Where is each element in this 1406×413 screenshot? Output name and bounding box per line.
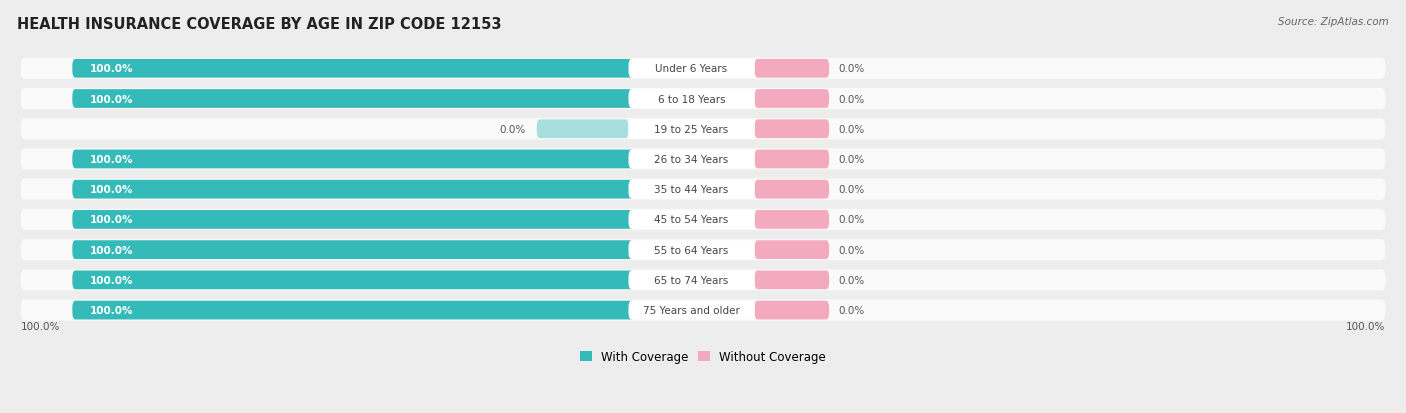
FancyBboxPatch shape bbox=[21, 209, 1385, 230]
FancyBboxPatch shape bbox=[628, 211, 755, 229]
FancyBboxPatch shape bbox=[72, 241, 634, 259]
FancyBboxPatch shape bbox=[21, 179, 1385, 200]
Text: 26 to 34 Years: 26 to 34 Years bbox=[654, 154, 728, 164]
Text: Source: ZipAtlas.com: Source: ZipAtlas.com bbox=[1278, 17, 1389, 26]
Text: 0.0%: 0.0% bbox=[838, 94, 865, 104]
FancyBboxPatch shape bbox=[755, 90, 830, 109]
Text: 6 to 18 Years: 6 to 18 Years bbox=[658, 94, 725, 104]
FancyBboxPatch shape bbox=[21, 149, 1385, 170]
Text: 100.0%: 100.0% bbox=[90, 275, 134, 285]
FancyBboxPatch shape bbox=[755, 271, 830, 290]
FancyBboxPatch shape bbox=[628, 180, 755, 199]
Text: 45 to 54 Years: 45 to 54 Years bbox=[654, 215, 728, 225]
FancyBboxPatch shape bbox=[628, 271, 755, 290]
FancyBboxPatch shape bbox=[21, 240, 1385, 261]
FancyBboxPatch shape bbox=[72, 301, 634, 320]
Legend: With Coverage, Without Coverage: With Coverage, Without Coverage bbox=[575, 346, 831, 368]
FancyBboxPatch shape bbox=[628, 241, 755, 259]
FancyBboxPatch shape bbox=[72, 60, 634, 78]
Text: 100.0%: 100.0% bbox=[90, 64, 134, 74]
FancyBboxPatch shape bbox=[21, 89, 1385, 110]
Text: 100.0%: 100.0% bbox=[90, 185, 134, 195]
Text: 75 Years and older: 75 Years and older bbox=[643, 305, 740, 315]
FancyBboxPatch shape bbox=[72, 150, 634, 169]
Text: 0.0%: 0.0% bbox=[838, 305, 865, 315]
Text: 0.0%: 0.0% bbox=[838, 185, 865, 195]
Text: 65 to 74 Years: 65 to 74 Years bbox=[654, 275, 728, 285]
FancyBboxPatch shape bbox=[21, 300, 1385, 321]
FancyBboxPatch shape bbox=[537, 120, 628, 139]
Text: 100.0%: 100.0% bbox=[90, 305, 134, 315]
FancyBboxPatch shape bbox=[21, 59, 1385, 80]
Text: 100.0%: 100.0% bbox=[1346, 321, 1385, 331]
FancyBboxPatch shape bbox=[755, 180, 830, 199]
FancyBboxPatch shape bbox=[72, 211, 634, 229]
FancyBboxPatch shape bbox=[628, 301, 755, 320]
Text: 100.0%: 100.0% bbox=[90, 245, 134, 255]
Text: 0.0%: 0.0% bbox=[838, 154, 865, 164]
FancyBboxPatch shape bbox=[628, 150, 755, 169]
Text: 0.0%: 0.0% bbox=[838, 215, 865, 225]
FancyBboxPatch shape bbox=[755, 211, 830, 229]
FancyBboxPatch shape bbox=[755, 301, 830, 320]
FancyBboxPatch shape bbox=[72, 180, 634, 199]
Text: 0.0%: 0.0% bbox=[838, 124, 865, 134]
FancyBboxPatch shape bbox=[21, 119, 1385, 140]
Text: 55 to 64 Years: 55 to 64 Years bbox=[654, 245, 728, 255]
Text: 0.0%: 0.0% bbox=[838, 64, 865, 74]
FancyBboxPatch shape bbox=[628, 120, 755, 139]
FancyBboxPatch shape bbox=[628, 60, 755, 78]
FancyBboxPatch shape bbox=[72, 271, 634, 290]
Text: 19 to 25 Years: 19 to 25 Years bbox=[654, 124, 728, 134]
Text: 0.0%: 0.0% bbox=[838, 245, 865, 255]
Text: 100.0%: 100.0% bbox=[90, 215, 134, 225]
Text: Under 6 Years: Under 6 Years bbox=[655, 64, 727, 74]
FancyBboxPatch shape bbox=[21, 270, 1385, 291]
Text: 0.0%: 0.0% bbox=[838, 275, 865, 285]
Text: 100.0%: 100.0% bbox=[90, 154, 134, 164]
FancyBboxPatch shape bbox=[628, 90, 755, 109]
FancyBboxPatch shape bbox=[755, 60, 830, 78]
Text: 100.0%: 100.0% bbox=[21, 321, 60, 331]
FancyBboxPatch shape bbox=[755, 150, 830, 169]
Text: HEALTH INSURANCE COVERAGE BY AGE IN ZIP CODE 12153: HEALTH INSURANCE COVERAGE BY AGE IN ZIP … bbox=[17, 17, 502, 31]
FancyBboxPatch shape bbox=[755, 241, 830, 259]
Text: 35 to 44 Years: 35 to 44 Years bbox=[654, 185, 728, 195]
Text: 100.0%: 100.0% bbox=[90, 94, 134, 104]
Text: 0.0%: 0.0% bbox=[499, 124, 526, 134]
FancyBboxPatch shape bbox=[755, 120, 830, 139]
FancyBboxPatch shape bbox=[72, 90, 634, 109]
